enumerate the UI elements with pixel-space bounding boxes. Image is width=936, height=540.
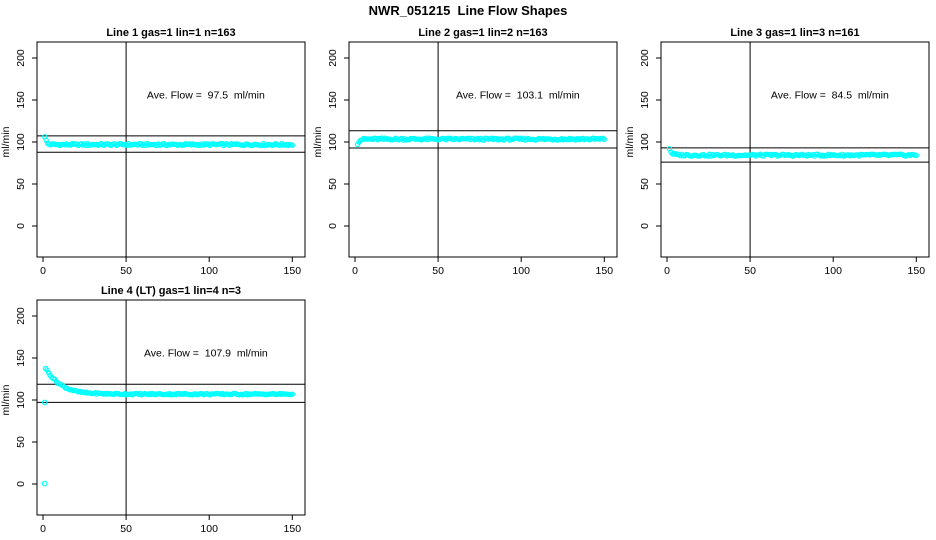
- y-tick-label: 150: [327, 91, 339, 109]
- ave-flow-annotation: Ave. Flow = 84.5 ml/min: [771, 89, 889, 101]
- y-tick-label: 50: [15, 436, 27, 448]
- panel-line-2: Line 2 gas=1 lin=2 n=163 0 50 100 150 0 50 100 1…: [312, 27, 618, 277]
- ave-flow-annotation: Ave. Flow = 103.1 ml/min: [456, 89, 580, 101]
- x-tick-label: 150: [908, 265, 926, 277]
- plot-box: [348, 41, 618, 258]
- y-tick-label: 0: [15, 223, 27, 229]
- data-points: [41, 365, 295, 487]
- plot-box: [36, 299, 306, 516]
- y-tick-label: 150: [639, 91, 651, 109]
- panel-line-4: Line 4 (LT) gas=1 lin=4 n=3 0 50 100 150 0 50 1…: [0, 285, 306, 535]
- panel-line-3: Line 3 gas=1 lin=3 n=161 0 50 100 150 0 50 100 1…: [624, 27, 930, 277]
- panel-title: Line 2 gas=1 lin=2 n=163: [418, 27, 547, 39]
- y-tick-label: 100: [639, 133, 651, 151]
- y-tick-label: 50: [15, 178, 27, 190]
- x-tick-label: 100: [824, 265, 842, 277]
- y-axis-title: ml/min: [0, 384, 12, 415]
- x-tick-label: 150: [284, 265, 302, 277]
- ave-flow-annotation: Ave. Flow = 107.9 ml/min: [144, 347, 268, 359]
- y-tick-label: 100: [15, 391, 27, 409]
- plot-box: [660, 41, 930, 258]
- x-tick-label: 0: [40, 265, 46, 277]
- x-tick-label: 50: [120, 523, 132, 535]
- y-tick-label: 200: [15, 307, 27, 325]
- data-points: [42, 134, 295, 149]
- y-tick-label: 0: [15, 481, 27, 487]
- x-tick-label: 0: [664, 265, 670, 277]
- chart-title: NWR_051215 Line Flow Shapes: [369, 3, 568, 18]
- y-axis-title: ml/min: [0, 126, 12, 157]
- panel-title: Line 4 (LT) gas=1 lin=4 n=3: [101, 285, 241, 297]
- x-tick-label: 50: [744, 265, 756, 277]
- y-tick-label: 150: [15, 349, 27, 367]
- y-tick-label: 50: [327, 178, 339, 190]
- panel-line-1: Line 1 gas=1 lin=1 n=163 0 50 100 150 0 50 100 1…: [0, 27, 306, 277]
- x-tick-label: 100: [512, 265, 530, 277]
- x-tick-label: 150: [596, 265, 614, 277]
- y-tick-label: 150: [15, 91, 27, 109]
- x-tick-label: 150: [284, 523, 302, 535]
- y-axis-title: ml/min: [312, 126, 324, 157]
- y-tick-label: 200: [327, 49, 339, 67]
- y-tick-label: 0: [639, 223, 651, 229]
- x-tick-label: 0: [352, 265, 358, 277]
- panel-title: Line 3 gas=1 lin=3 n=161: [730, 27, 859, 39]
- x-tick-label: 0: [40, 523, 46, 535]
- x-tick-label: 100: [200, 523, 218, 535]
- y-tick-label: 50: [639, 178, 651, 190]
- x-tick-label: 50: [432, 265, 444, 277]
- y-tick-label: 200: [15, 49, 27, 67]
- y-tick-label: 100: [327, 133, 339, 151]
- plot-box: [36, 41, 306, 258]
- panels-group: Line 1 gas=1 lin=1 n=163 0 50 100 150 0 50 100 1…: [0, 27, 930, 535]
- ave-flow-annotation: Ave. Flow = 97.5 ml/min: [147, 89, 265, 101]
- data-points: [666, 146, 920, 159]
- y-tick-label: 0: [327, 223, 339, 229]
- y-tick-label: 100: [15, 133, 27, 151]
- x-tick-label: 50: [120, 265, 132, 277]
- data-points: [354, 135, 608, 148]
- panel-title: Line 1 gas=1 lin=1 n=163: [106, 27, 235, 39]
- y-axis-title: ml/min: [624, 126, 636, 157]
- x-tick-label: 100: [200, 265, 218, 277]
- y-tick-label: 200: [639, 49, 651, 67]
